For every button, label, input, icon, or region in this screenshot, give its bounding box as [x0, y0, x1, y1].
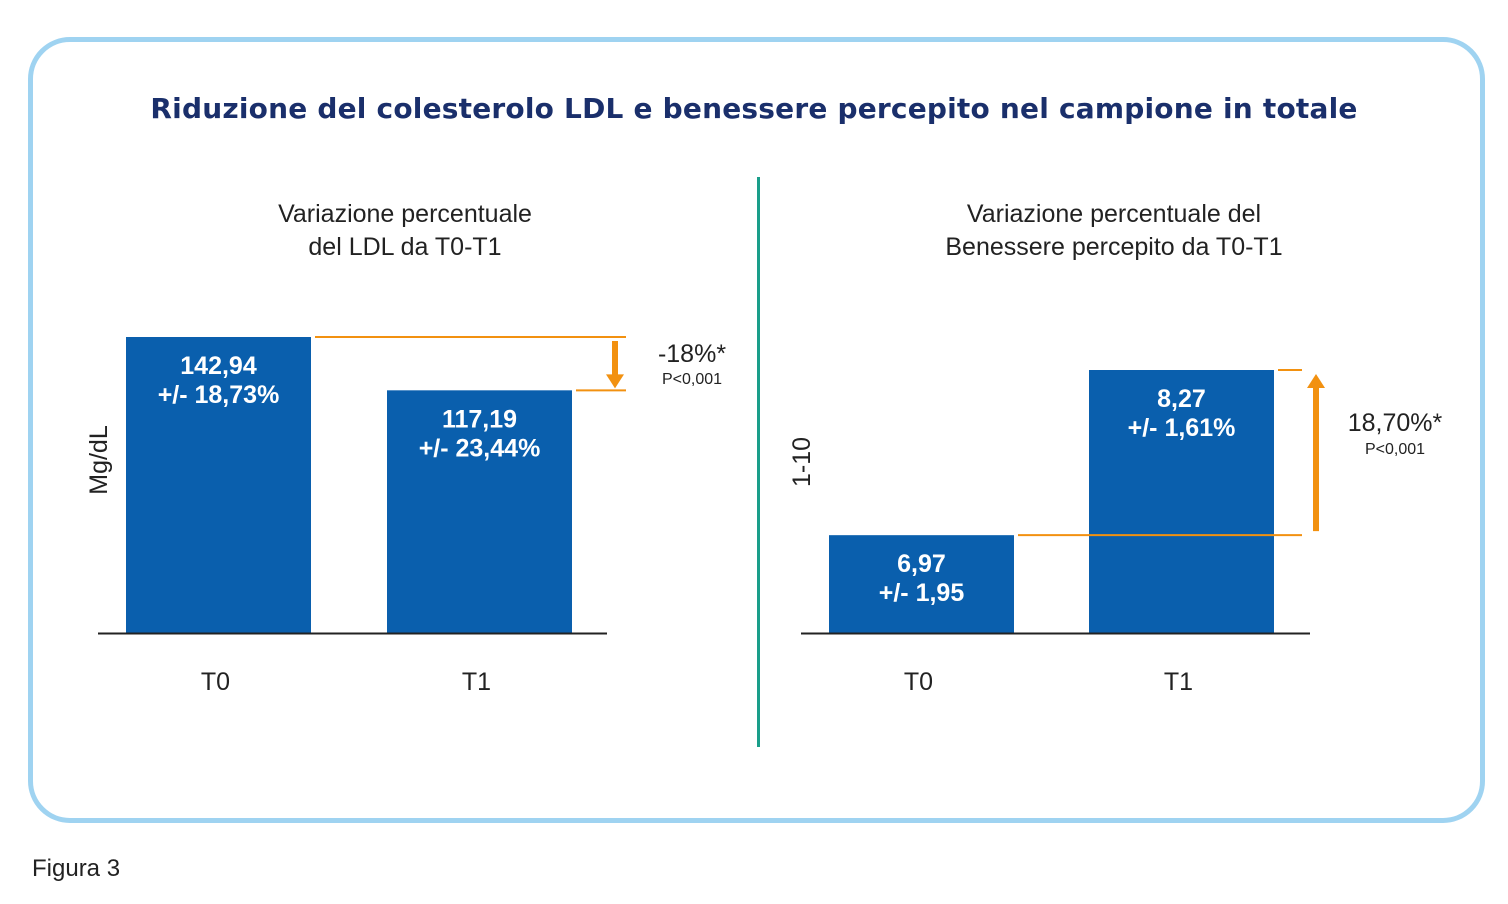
right-panel-title: Variazione percentuale del Benessere per… — [884, 198, 1344, 264]
benessere-bar-t0 — [829, 535, 1014, 633]
benessere-x-tick-t0: T0 — [904, 668, 933, 696]
benessere-bar-value-t1: 8,27 — [1157, 385, 1206, 413]
benessere-bar-error-t0: +/- 1,95 — [879, 579, 965, 607]
ldl-x-tick-t0: T0 — [201, 668, 230, 696]
ldl-p-value-label: P<0,001 — [662, 371, 722, 388]
benessere-p-value-label: P<0,001 — [1365, 441, 1425, 458]
ldl-x-tick-t1: T1 — [462, 668, 491, 696]
benessere-change-arrow-head — [1307, 374, 1325, 388]
benessere-bar-t1 — [1089, 370, 1274, 633]
ldl-bar-value-t0: 142,94 — [180, 352, 257, 380]
benessere-y-axis-label: 1-10 — [788, 437, 816, 487]
left-panel-title-line-1: Variazione percentuale — [278, 200, 532, 228]
figure-title: Riduzione del colesterolo LDL e benesser… — [150, 92, 1358, 125]
ldl-bar-error-t0: +/- 18,73% — [158, 381, 280, 409]
benessere-bar-error-t1: +/- 1,61% — [1128, 414, 1236, 442]
ldl-change-arrow-head — [606, 374, 624, 389]
ldl-bar-value-t1: 117,19 — [442, 405, 517, 433]
panel-divider — [757, 177, 760, 747]
right-panel-title-line-2: Benessere percepito da T0-T1 — [945, 233, 1283, 261]
left-panel-title: Variazione percentuale del LDL da T0-T1 — [205, 198, 605, 264]
right-panel-title-line-1: Variazione percentuale del — [966, 200, 1262, 228]
ldl-bar-t0 — [126, 337, 311, 633]
ldl-bar-error-t1: +/- 23,44% — [419, 434, 541, 462]
ldl-bar-t1 — [387, 390, 572, 633]
benessere-change-label: 18,70%* — [1348, 409, 1443, 437]
benessere-x-tick-t1: T1 — [1164, 668, 1193, 696]
ldl-y-axis-label: Mg/dL — [85, 425, 113, 495]
ldl-change-label: -18%* — [658, 340, 726, 368]
left-panel-title-line-2: del LDL da T0-T1 — [308, 233, 502, 261]
figure-caption: Figura 3 — [32, 855, 121, 882]
benessere-bar-value-t0: 6,97 — [897, 550, 946, 578]
